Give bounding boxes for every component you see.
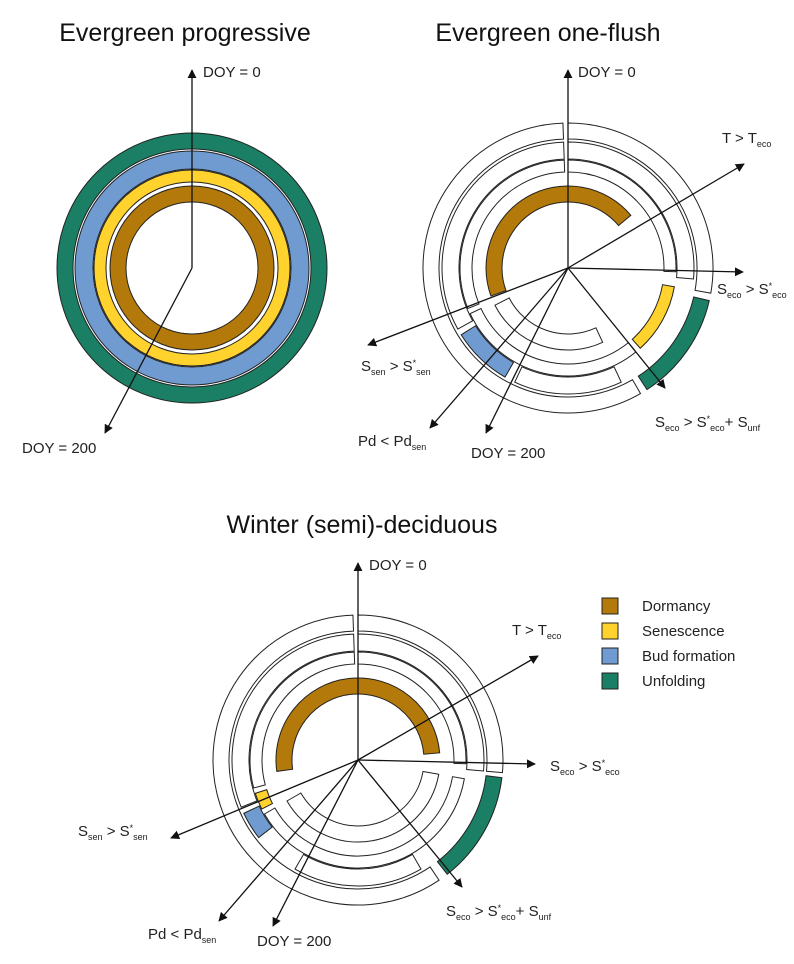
ring-outline xyxy=(212,614,440,906)
panel-evergreen-progressive xyxy=(56,69,328,434)
ring-senescence xyxy=(93,169,291,367)
ring-outline xyxy=(494,297,604,351)
panel2-t-teco-label: T > Teco xyxy=(722,130,771,149)
ring-outline xyxy=(231,633,355,808)
panel-winter-deciduous xyxy=(170,562,539,927)
arrow-pd xyxy=(218,759,359,922)
ring-outline xyxy=(357,614,504,774)
legend-swatch-senescence xyxy=(601,622,619,640)
arrow-pd xyxy=(429,267,569,429)
arrow-seco xyxy=(567,267,744,277)
legend-swatch-dormancy xyxy=(601,597,619,615)
arrow-doy200 xyxy=(485,267,569,434)
legend-label-bud-formation: Bud formation xyxy=(642,648,735,665)
panel3-ssen-label: Ssen > S*sen xyxy=(78,823,148,842)
panel2-doy0-label: DOY = 0 xyxy=(578,64,636,81)
panel-title-evergreen-one-flush: Evergreen one-flush xyxy=(435,19,660,47)
arrow-seco xyxy=(357,759,536,769)
ring-dormancy xyxy=(485,185,632,297)
arrow-seco-unf xyxy=(567,267,666,389)
ring-unfolding xyxy=(436,775,503,875)
panel3-seco-label: Seco > S*eco xyxy=(550,758,620,777)
arrow-seco-unf xyxy=(357,759,463,888)
ring-outline xyxy=(249,651,356,789)
ring-outline xyxy=(441,141,565,330)
legend-label-unfolding: Unfolding xyxy=(642,673,705,690)
legend-swatch-unfolding xyxy=(601,672,619,690)
panel2-seco-label: Seco > S*eco xyxy=(717,281,787,300)
ring-outline xyxy=(567,141,695,280)
arrow-t-teco xyxy=(357,655,539,761)
ring-outline xyxy=(567,122,714,294)
ring-outline xyxy=(567,159,677,273)
panel3-seco-unf-label: Seco > S*eco+ Sunf xyxy=(446,903,552,922)
panel3-t-teco-label: T > Teco xyxy=(512,622,561,641)
arrow-ssen xyxy=(367,267,569,347)
ring-outline xyxy=(294,853,422,887)
ring-outline xyxy=(263,776,465,869)
ring-outline xyxy=(422,122,642,414)
ring-unfolding xyxy=(56,132,328,404)
panel3-doy200-label: DOY = 200 xyxy=(257,933,331,950)
ring-outline xyxy=(514,366,622,395)
ring-dormancy xyxy=(109,185,275,351)
ring-outline xyxy=(459,159,566,310)
panel1-doy200-label: DOY = 200 xyxy=(22,440,96,457)
panel1-doy0-label: DOY = 0 xyxy=(203,64,261,81)
ring-dormancy xyxy=(275,677,441,772)
panel-title-evergreen-progressive: Evergreen progressive xyxy=(59,19,311,47)
legend-label-senescence: Senescence xyxy=(642,623,725,640)
arrow-doy200 xyxy=(104,267,193,434)
legend-swatch-bud-formation xyxy=(601,647,619,665)
arrow-t-teco xyxy=(567,163,745,269)
panel-title-winter-deciduous: Winter (semi)-deciduous xyxy=(227,511,498,539)
panel3-pd-label: Pd < Pdsen xyxy=(148,926,216,945)
panel2-doy200-label: DOY = 200 xyxy=(471,445,545,462)
panel2-seco-unf-label: Seco > S*eco+ Sunf xyxy=(655,414,761,433)
panel2-pd-label: Pd < Pdsen xyxy=(358,433,426,452)
panel3-doy0-label: DOY = 0 xyxy=(369,557,427,574)
arrow-ssen xyxy=(170,759,359,840)
arrow-doy200 xyxy=(272,759,359,927)
ring-outline xyxy=(357,651,467,765)
ring-senescence xyxy=(631,284,675,349)
panel-evergreen-one-flush xyxy=(367,69,745,434)
legend-label-dormancy: Dormancy xyxy=(642,598,711,615)
ring-outline xyxy=(469,307,637,377)
ring-bud-formation xyxy=(460,325,515,378)
ring-bud-formation xyxy=(74,150,310,386)
legend: Dormancy Senescence Bud formation Unfolding xyxy=(601,597,735,690)
panel2-ssen-label: Ssen > S*sen xyxy=(361,358,431,377)
ring-unfolding xyxy=(637,296,710,391)
ring-bud-formation xyxy=(243,805,273,839)
